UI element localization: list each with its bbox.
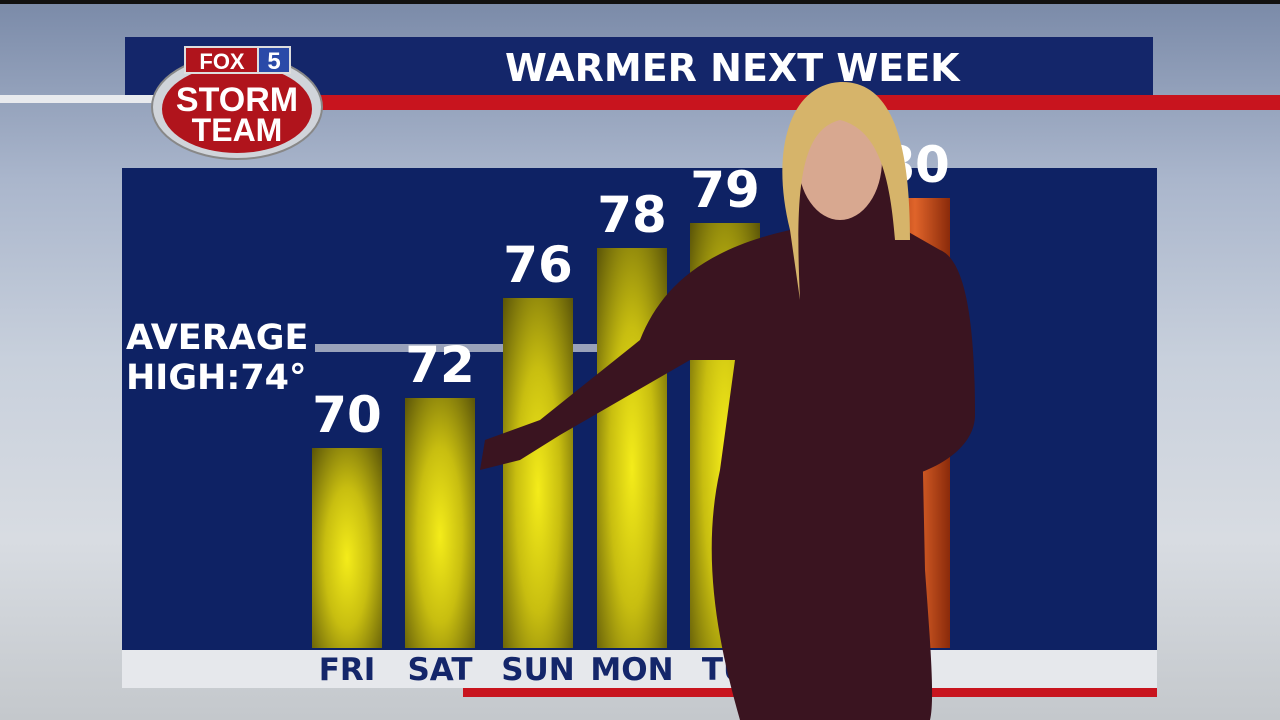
value-label: 79 bbox=[690, 161, 760, 219]
category-label: U bbox=[902, 652, 928, 688]
bar-tu bbox=[690, 223, 760, 648]
svg-text:FOX: FOX bbox=[199, 49, 245, 74]
category-label: FRI bbox=[318, 652, 376, 688]
average-high-label: AVERAGE HIGH:74° bbox=[126, 318, 309, 398]
accent-line-red bbox=[320, 95, 1280, 110]
category-label: MON bbox=[590, 652, 674, 688]
top-border bbox=[0, 0, 1280, 4]
bar-mon bbox=[597, 248, 667, 648]
svg-text:TEAM: TEAM bbox=[192, 112, 283, 148]
bar-fri bbox=[312, 448, 382, 648]
svg-text:5: 5 bbox=[267, 48, 280, 75]
fox5-storm-team-logo: FOX 5 STORM TEAM bbox=[151, 46, 323, 160]
chart-title: WARMER NEXT WEEK bbox=[505, 46, 960, 90]
average-label-line1: AVERAGE bbox=[126, 318, 309, 358]
svg-text:STORM: STORM bbox=[176, 81, 298, 119]
value-label: 70 bbox=[312, 386, 382, 444]
value-label: 76 bbox=[503, 236, 573, 294]
average-label-line2: HIGH:74° bbox=[126, 358, 307, 398]
bar-sun bbox=[503, 298, 573, 648]
category-label: TU bbox=[701, 652, 749, 688]
bar-sat bbox=[405, 398, 475, 648]
category-label: SUN bbox=[501, 652, 575, 688]
category-label: SAT bbox=[407, 652, 473, 688]
accent-line-white bbox=[0, 95, 160, 103]
bar-u bbox=[880, 198, 950, 648]
value-label: 80 bbox=[880, 136, 950, 194]
value-label: 72 bbox=[405, 336, 475, 394]
